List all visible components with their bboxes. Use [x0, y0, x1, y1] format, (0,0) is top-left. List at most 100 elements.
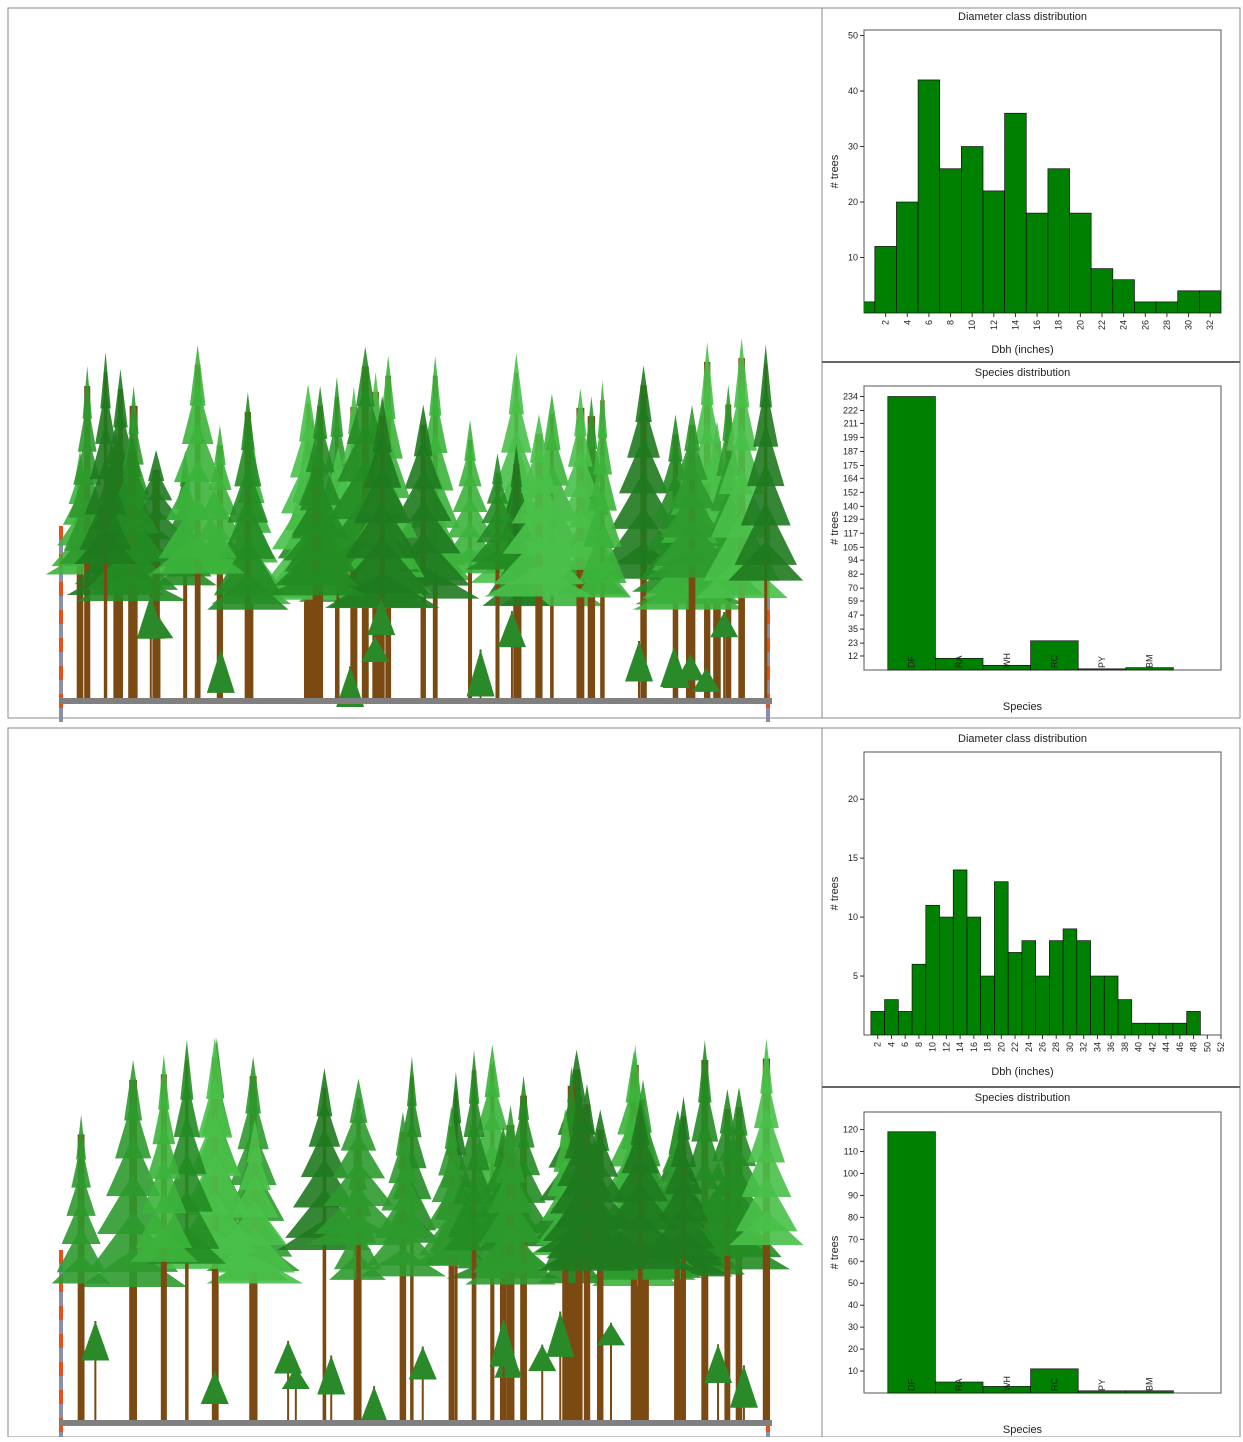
- x-tick-label: 24: [1119, 320, 1129, 330]
- y-tick-label: 47: [848, 610, 858, 620]
- y-tick-label: 100: [843, 1168, 858, 1178]
- y-tick-label: 30: [848, 142, 858, 152]
- histogram-bar: [1063, 929, 1077, 1035]
- x-tick-label: 2: [873, 1042, 883, 1047]
- x-axis-label: Dbh (inches): [991, 344, 1053, 356]
- chart-title: Diameter class distribution: [958, 11, 1087, 23]
- x-tick-label: 10: [928, 1042, 938, 1052]
- histogram-bar: [1077, 941, 1091, 1035]
- x-tick-label: WH: [1002, 1376, 1012, 1391]
- histogram-bar: [994, 882, 1008, 1035]
- scale-pole: [59, 1376, 63, 1390]
- y-tick-label: 234: [843, 392, 858, 402]
- y-tick-label: 222: [843, 406, 858, 416]
- histogram-bar: [1022, 941, 1036, 1035]
- chart: Species distribution# treesSpecies102030…: [829, 1092, 1221, 1436]
- x-tick-label: 46: [1175, 1042, 1185, 1052]
- y-tick-label: 199: [843, 432, 858, 442]
- y-tick-label: 20: [848, 794, 858, 804]
- y-tick-label: 60: [848, 1256, 858, 1266]
- x-tick-label: 20: [996, 1042, 1006, 1052]
- histogram-bar: [953, 870, 967, 1035]
- histogram-bar: [1173, 1023, 1187, 1035]
- y-tick-label: 70: [848, 583, 858, 593]
- y-tick-label: 10: [848, 1366, 858, 1376]
- y-tick-label: 15: [848, 853, 858, 863]
- x-tick-label: PY: [1097, 1379, 1107, 1391]
- y-tick-label: 152: [843, 487, 858, 497]
- histogram-bar: [1036, 976, 1050, 1035]
- histogram-bar: [940, 169, 962, 313]
- x-tick-label: 4: [886, 1042, 896, 1047]
- histogram-bar: [1156, 302, 1178, 313]
- bar: [888, 1132, 936, 1393]
- y-axis-label: # trees: [829, 876, 841, 910]
- y-axis-label: # trees: [829, 154, 841, 188]
- histogram-bar: [1118, 1000, 1132, 1035]
- histogram-bar: [871, 1011, 885, 1035]
- y-tick-label: 70: [848, 1234, 858, 1244]
- x-tick-label: 22: [1097, 320, 1107, 330]
- ground: [60, 1420, 772, 1426]
- histogram-bar: [1113, 280, 1135, 313]
- histogram-bar: [1048, 169, 1070, 313]
- y-tick-label: 5: [853, 971, 858, 981]
- y-tick-label: 140: [843, 501, 858, 511]
- x-tick-label: RA: [954, 1378, 964, 1391]
- x-tick-label: 4: [902, 320, 912, 325]
- x-tick-label: 16: [969, 1042, 979, 1052]
- scale-pole: [59, 638, 63, 652]
- x-tick-label: 20: [1075, 320, 1085, 330]
- y-tick-label: 50: [848, 31, 858, 41]
- x-tick-label: 26: [1140, 320, 1150, 330]
- histogram-bar: [896, 202, 918, 313]
- x-tick-label: 12: [941, 1042, 951, 1052]
- scale-pole: [59, 652, 63, 666]
- histogram-bar: [885, 1000, 899, 1035]
- x-tick-label: DF: [907, 656, 917, 668]
- histogram-bar: [967, 917, 981, 1035]
- ground: [60, 698, 772, 704]
- scale-pole: [59, 1348, 63, 1362]
- x-tick-label: BM: [1145, 1378, 1155, 1392]
- x-tick-label: 30: [1184, 320, 1194, 330]
- scale-pole: [766, 708, 770, 722]
- x-tick-label: DF: [907, 1379, 917, 1391]
- scale-pole: [766, 1432, 770, 1437]
- histogram-bar: [918, 80, 940, 313]
- y-tick-label: 10: [848, 253, 858, 263]
- histogram-bar: [1145, 1023, 1159, 1035]
- x-tick-label: 30: [1065, 1042, 1075, 1052]
- x-tick-label: RA: [954, 655, 964, 668]
- histogram-bar: [981, 976, 995, 1035]
- y-tick-label: 187: [843, 446, 858, 456]
- y-tick-label: 90: [848, 1190, 858, 1200]
- chart-title: Species distribution: [975, 1092, 1070, 1104]
- histogram-bar: [1178, 291, 1200, 313]
- histogram-bar: [1070, 213, 1092, 313]
- x-tick-label: 18: [983, 1042, 993, 1052]
- chart: Diameter class distribution# treesDbh (i…: [829, 733, 1226, 1078]
- x-tick-label: 14: [955, 1042, 965, 1052]
- x-tick-label: 36: [1106, 1042, 1116, 1052]
- histogram-bar: [926, 905, 940, 1035]
- x-tick-label: 34: [1092, 1042, 1102, 1052]
- histogram-bar: [875, 246, 897, 313]
- scale-pole: [59, 1334, 63, 1348]
- histogram-bar: [1091, 976, 1105, 1035]
- x-tick-label: 16: [1032, 320, 1042, 330]
- histogram-bar: [961, 147, 983, 313]
- y-tick-label: 175: [843, 460, 858, 470]
- x-tick-label: RC: [1049, 655, 1059, 668]
- x-tick-label: 12: [989, 320, 999, 330]
- x-tick-label: 10: [967, 320, 977, 330]
- bar: [1078, 669, 1126, 670]
- x-axis-label: Species: [1003, 1424, 1043, 1436]
- y-tick-label: 211: [844, 418, 858, 428]
- scale-pole: [59, 596, 63, 610]
- y-tick-label: 23: [848, 638, 858, 648]
- x-tick-label: 42: [1147, 1042, 1157, 1052]
- histogram-bar: [983, 191, 1005, 313]
- x-tick-label: 50: [1202, 1042, 1212, 1052]
- y-tick-label: 50: [848, 1278, 858, 1288]
